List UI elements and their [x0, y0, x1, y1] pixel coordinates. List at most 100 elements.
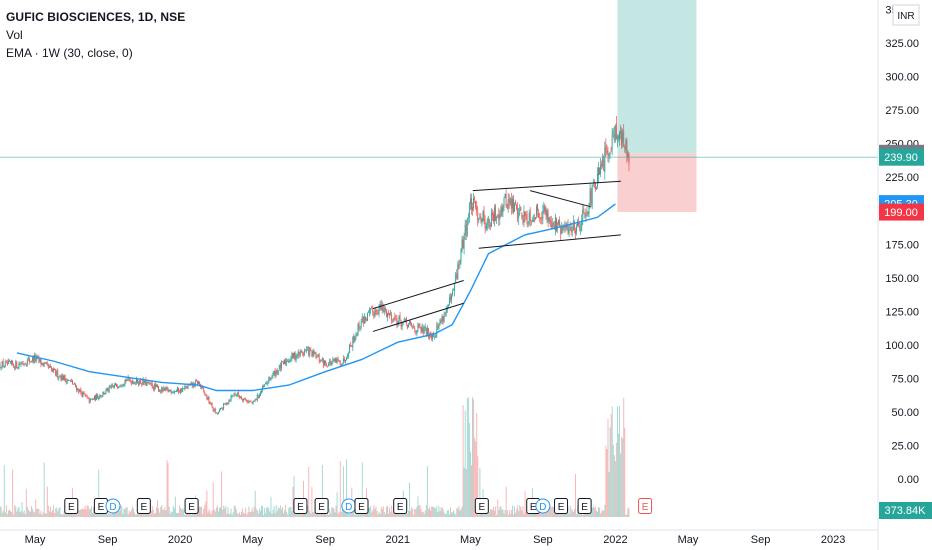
volume-bar — [167, 462, 169, 517]
volume-bar — [102, 511, 104, 517]
volume-bar — [513, 514, 514, 517]
candle-body — [313, 351, 315, 355]
candle-body — [251, 402, 253, 404]
candle-body — [515, 201, 516, 204]
candle-body — [207, 396, 209, 400]
candle-body — [555, 217, 556, 232]
volume-bar — [110, 514, 112, 517]
candle-body — [247, 401, 249, 403]
trendline-1[interactable] — [372, 279, 464, 310]
volume-bar — [153, 513, 155, 517]
volume-bar — [398, 512, 400, 517]
volume-bar — [492, 510, 493, 517]
candle-body — [564, 225, 566, 228]
price-scale[interactable] — [878, 0, 932, 550]
candle-body — [333, 359, 335, 362]
candle-body — [243, 398, 245, 401]
candle-body — [436, 325, 438, 336]
volume-bar — [152, 509, 154, 517]
candle-body — [129, 379, 131, 382]
volume-bar — [588, 511, 590, 517]
currency-badge[interactable] — [892, 4, 920, 26]
volume-bar — [241, 512, 242, 517]
dividend-marker[interactable] — [105, 498, 121, 514]
earnings-marker[interactable] — [314, 498, 329, 514]
volume-bar — [92, 512, 93, 517]
candle-body — [558, 219, 560, 225]
candle-body — [578, 222, 579, 226]
currency-label: INR — [897, 11, 914, 22]
candle-body — [297, 351, 299, 357]
candle-body — [227, 402, 229, 405]
volume-bar — [307, 505, 309, 517]
volume-bar — [432, 506, 434, 517]
candle-body — [95, 395, 96, 401]
candle-body — [462, 240, 464, 249]
volume-bar — [429, 507, 430, 517]
earnings-marker[interactable] — [638, 498, 653, 514]
position-loss-zone[interactable] — [617, 153, 697, 213]
candle-body — [417, 324, 419, 331]
volume-bar — [612, 444, 614, 517]
volume-bar — [377, 514, 379, 517]
volume-bar — [317, 512, 319, 517]
volume-indicator-label[interactable]: Vol — [6, 28, 23, 42]
volume-bar — [172, 506, 174, 517]
candle-body — [447, 304, 449, 306]
dividend-marker[interactable] — [535, 498, 551, 514]
candle-body — [340, 364, 342, 366]
candle-body — [215, 412, 217, 414]
earnings-marker[interactable] — [393, 498, 408, 514]
candle-body — [369, 309, 371, 313]
volume-bar — [520, 506, 522, 517]
ema-indicator-label[interactable]: EMA · 1W (30, close, 0) — [6, 46, 133, 60]
volume-bar — [547, 509, 549, 517]
volume-bar — [478, 514, 480, 517]
earnings-marker[interactable] — [136, 498, 151, 514]
candle-body — [195, 380, 197, 382]
candle-body — [548, 217, 550, 222]
candle-body — [190, 382, 192, 384]
candle-body — [385, 310, 387, 317]
candle-body — [171, 391, 173, 394]
trendline-3[interactable] — [472, 180, 621, 192]
volume-bar — [229, 513, 231, 517]
earnings-marker[interactable] — [474, 498, 489, 514]
candle-body — [277, 369, 279, 375]
trendline-4[interactable] — [478, 234, 621, 249]
candle-body — [223, 403, 225, 410]
dividend-marker-label: D — [109, 502, 116, 513]
earnings-marker[interactable] — [184, 498, 199, 514]
trendline-2[interactable] — [372, 302, 464, 332]
candle-body — [497, 215, 499, 217]
volume-bar — [455, 514, 457, 517]
volume-bar — [22, 512, 24, 517]
volume-bar — [417, 496, 419, 517]
volume-bar — [51, 512, 52, 517]
candle-body — [73, 383, 74, 385]
volume-bar — [24, 513, 26, 517]
symbol-title[interactable]: GUFIC BIOSCIENCES, 1D, NSE — [6, 10, 186, 24]
candle-body — [46, 362, 48, 365]
earnings-marker[interactable] — [554, 498, 569, 514]
volume-bar — [290, 506, 292, 517]
volume-bar — [623, 397, 625, 517]
candle-body — [341, 363, 343, 364]
candle-body — [427, 328, 429, 338]
volume-bar — [423, 513, 425, 517]
y-tick-label: 25.00 — [891, 440, 919, 452]
candle-body — [445, 308, 447, 314]
candle-body — [492, 213, 493, 216]
volume-bar — [606, 449, 608, 517]
volume-bar — [87, 505, 89, 517]
earnings-marker[interactable] — [577, 498, 592, 514]
position-profit-zone[interactable] — [617, 0, 697, 154]
candle-body — [458, 265, 460, 266]
volume-bar — [489, 509, 491, 517]
earnings-marker[interactable] — [64, 498, 79, 514]
earnings-marker[interactable] — [354, 498, 369, 514]
ema-line[interactable] — [16, 203, 616, 392]
trendline-5[interactable] — [530, 190, 591, 208]
earnings-marker[interactable] — [293, 498, 308, 514]
